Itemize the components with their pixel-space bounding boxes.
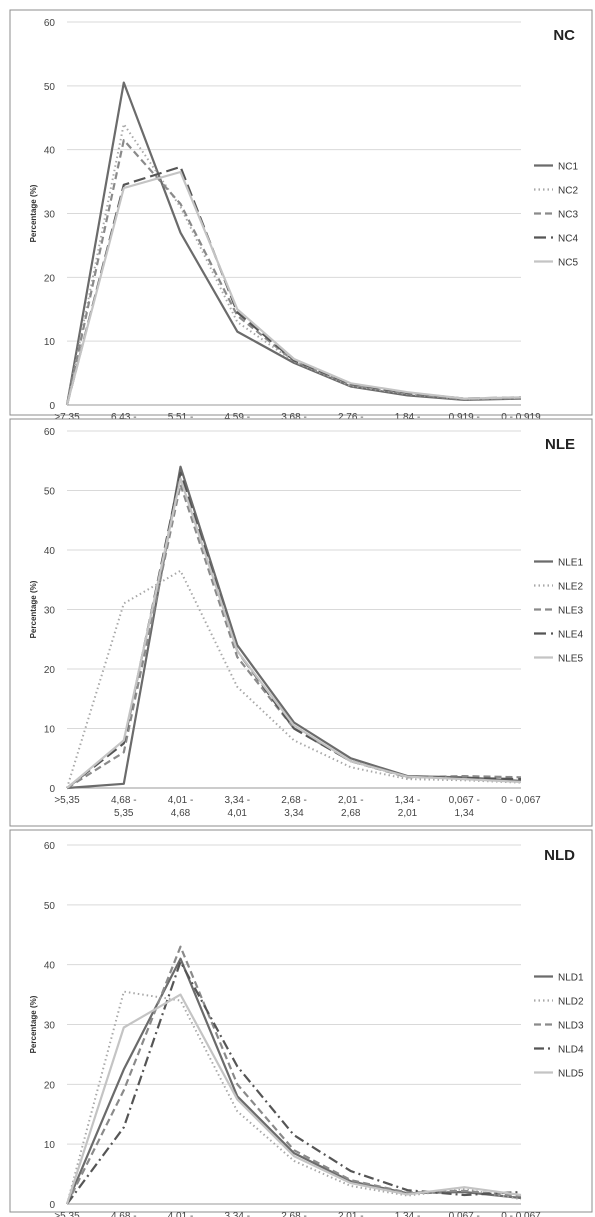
x-tick-label: 4,01 -4,68 [168,795,194,819]
legend-label: NC2 [558,186,578,197]
series-line-nc1 [65,81,522,406]
y-tick-label: 50 [44,901,56,912]
y-tick-label: 0 [49,401,55,412]
y-tick-label: 10 [44,725,56,736]
y-tick-label: 50 [44,82,56,93]
x-tick-label: 0 - 0,067 [501,795,541,806]
legend-label: NLD1 [558,973,584,984]
series-line-nc2 [66,123,522,406]
x-tick-label: 3,34 -4,01 [224,795,250,819]
legend-label: NLE2 [558,582,583,593]
legend-label: NLE4 [558,630,583,641]
x-tick-label: 4,68 -5,35 [111,1211,137,1217]
legend-label: NLE3 [558,606,583,617]
chart-panel-nle: 0 10 20 30 40 50 60 >5,35 4,68 -5,35 4,01 -4,68 3,… [9,418,593,827]
legend-label: NC1 [558,162,578,173]
y-tick-label: 30 [44,1021,56,1032]
y-tick-label: 20 [44,665,56,676]
series-line-nle5 [66,477,522,789]
x-tick-label: 1,34 -2,01 [395,1211,421,1217]
x-tick-label: 2,68 -3,34 [281,795,307,819]
x-tick-label: 4,01 -4,68 [168,1211,194,1217]
y-tick-label: 0 [49,784,55,795]
chart-title: NLE [545,436,575,453]
legend-label: NLD5 [558,1069,584,1080]
series-line-nld3 [66,945,522,1205]
series-line-nle3 [66,483,522,789]
chart-frame [9,829,593,1213]
chart-panel-nld: 0 10 20 30 40 50 60 >5,35 4,68 -5,35 4,01 -4,68 3,… [9,829,593,1217]
y-tick-label: 0 [49,1200,55,1211]
x-tick-label: 0,067 -1,34 [449,795,480,819]
x-tick-label: >7,35 [54,412,80,423]
x-tick-label: 2,01 -2,68 [338,795,364,819]
y-tick-label: 40 [44,146,56,157]
legend-label: NLD3 [558,1021,584,1032]
legend-label: NC5 [558,258,578,269]
y-axis-label: Percentage (%) [29,580,38,638]
x-tick-label: 4,68 -5,35 [111,795,137,819]
legend-label: NLE5 [558,654,583,665]
y-axis-label: Percentage (%) [29,184,38,242]
y-tick-label: 10 [44,337,56,348]
y-tick-label: 10 [44,1140,56,1151]
chart-frame [9,9,593,416]
y-axis-label: Percentage (%) [29,995,38,1053]
chart-frame [9,418,593,827]
y-tick-label: 20 [44,273,56,284]
chart-title: NLD [544,847,575,864]
y-tick-label: 30 [44,606,56,617]
y-tick-label: 60 [44,427,56,438]
series-line-nld5 [65,993,522,1205]
x-tick-label: 0 - 0,919 [501,412,541,423]
x-tick-label: 0 - 0,067 [501,1211,541,1217]
chart-title: NC [553,27,575,44]
x-tick-label: >5,35 [54,795,80,806]
x-tick-label: 0,067 -1,34 [449,1211,480,1217]
legend-label: NLE1 [558,558,583,569]
y-tick-label: 50 [44,487,56,498]
legend-label: NC4 [558,234,578,245]
x-tick-label: 2,01 -2,68 [338,1211,364,1217]
legend-label: NC3 [558,210,578,221]
legend-label: NLD4 [558,1045,584,1056]
series-line-nc5 [65,170,522,406]
x-tick-label: 1,34 -2,01 [395,795,421,819]
y-tick-label: 40 [44,961,56,972]
y-tick-label: 20 [44,1080,56,1091]
y-tick-label: 60 [44,841,56,852]
series-line-nld4 [66,960,522,1205]
x-tick-label: >5,35 [54,1211,80,1217]
x-tick-label: 2,68 -3,34 [281,1211,307,1217]
legend-label: NLD2 [558,997,584,1008]
y-tick-label: 60 [44,18,56,29]
x-tick-label: 3,34 -4,01 [224,1211,250,1217]
y-tick-label: 30 [44,210,56,221]
y-tick-label: 40 [44,546,56,557]
